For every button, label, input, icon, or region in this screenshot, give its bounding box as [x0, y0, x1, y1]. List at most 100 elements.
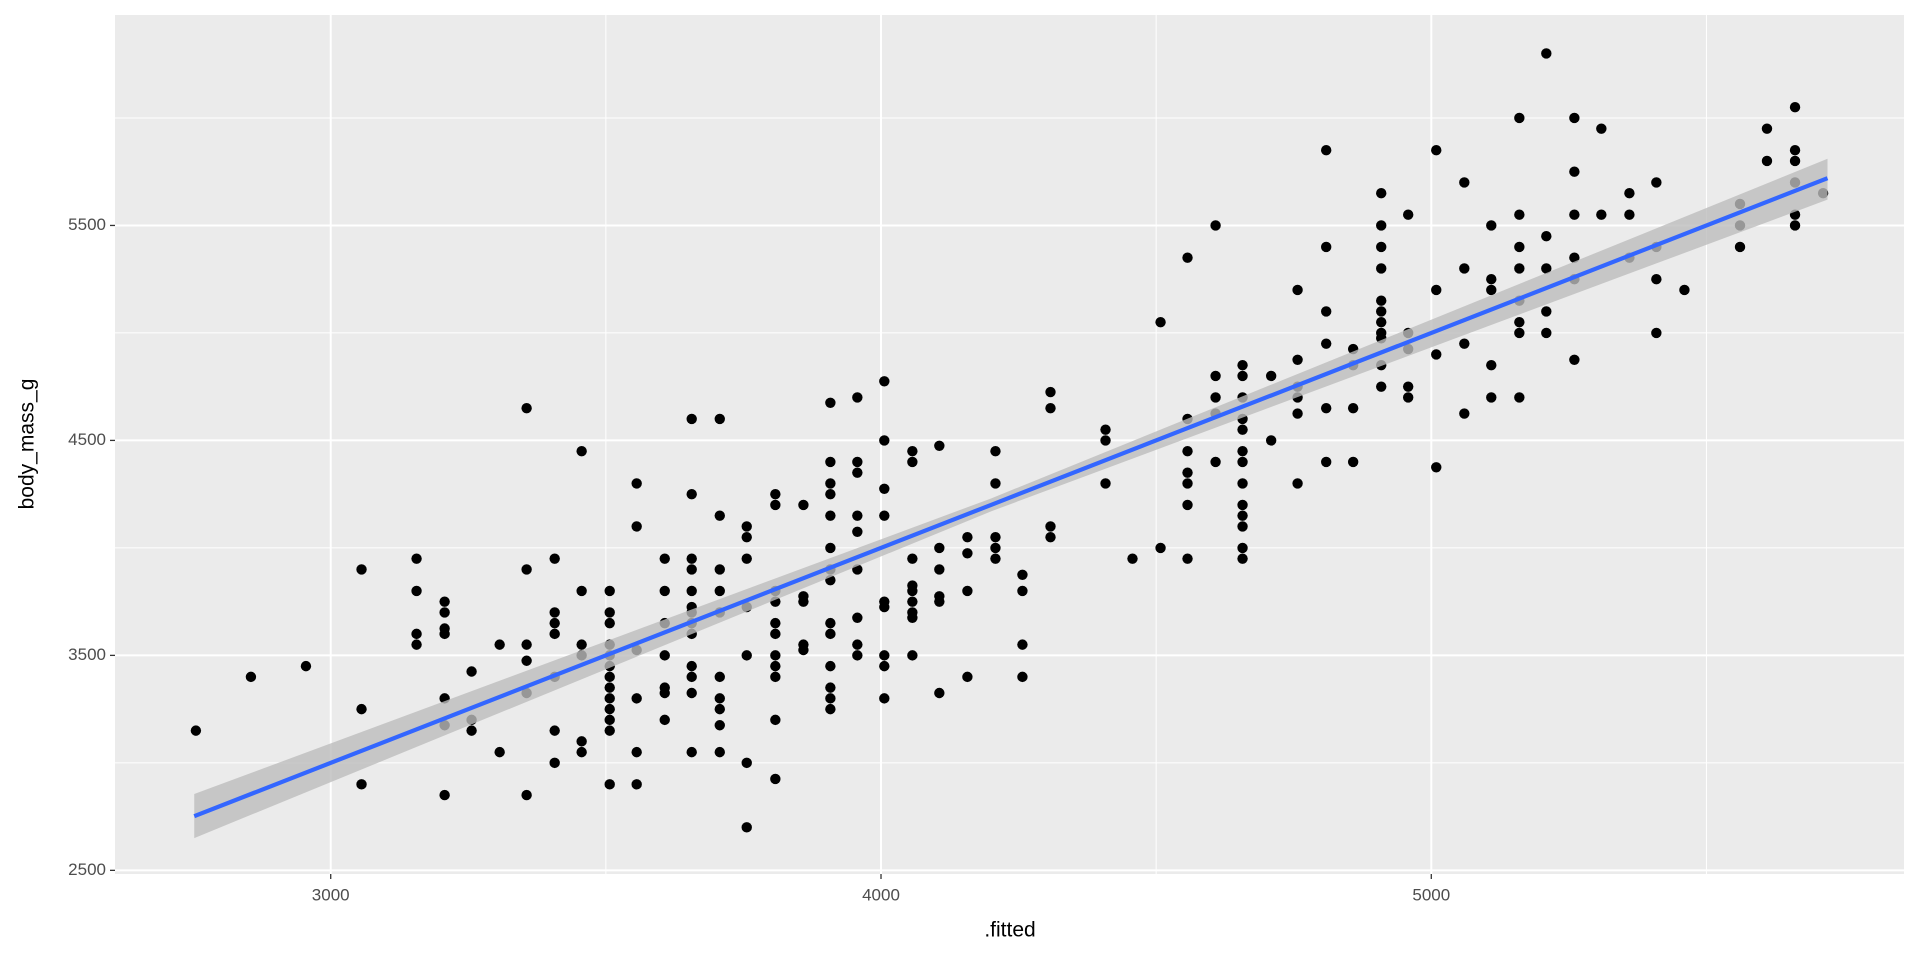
point [1569, 112, 1580, 124]
point [576, 445, 587, 457]
point [1045, 531, 1056, 543]
point [604, 682, 615, 693]
point [686, 746, 697, 758]
point [1789, 220, 1801, 231]
point [604, 725, 615, 736]
point [1514, 316, 1525, 328]
point [1127, 553, 1138, 564]
point [825, 478, 836, 489]
point [686, 687, 697, 699]
point [300, 660, 312, 672]
point [1265, 370, 1277, 382]
point [659, 650, 670, 661]
point [1017, 585, 1028, 597]
point [1045, 386, 1056, 398]
point [686, 564, 697, 575]
point [1541, 306, 1552, 317]
point [631, 746, 642, 758]
point [1320, 241, 1332, 253]
point [604, 585, 615, 597]
point [1017, 671, 1028, 683]
y-tick-label: 3500 [68, 645, 106, 664]
point [1789, 102, 1801, 113]
point [825, 542, 836, 554]
point [1651, 327, 1662, 339]
point [825, 456, 836, 468]
point [1376, 295, 1387, 306]
point [521, 402, 532, 414]
point [686, 671, 697, 683]
point [1569, 252, 1580, 263]
point [576, 746, 587, 758]
point [962, 671, 973, 683]
point [770, 617, 781, 629]
point [1182, 478, 1193, 489]
point [1459, 408, 1470, 419]
point [879, 435, 890, 446]
point [714, 720, 725, 731]
point [1376, 306, 1387, 317]
point [714, 693, 725, 704]
point [1402, 381, 1414, 392]
point [659, 714, 670, 726]
point [1320, 145, 1332, 156]
point [962, 585, 973, 597]
x-tick-label: 5000 [1412, 885, 1450, 904]
point [411, 585, 422, 597]
point [714, 585, 725, 597]
point [411, 628, 422, 640]
point [1679, 284, 1690, 296]
point [411, 553, 422, 564]
point [521, 789, 532, 801]
point [1761, 123, 1773, 134]
point [990, 542, 1001, 554]
point [494, 746, 505, 758]
point [1569, 354, 1580, 366]
point [631, 693, 642, 704]
point [604, 617, 615, 629]
point [714, 703, 725, 715]
point [1431, 284, 1442, 296]
point [907, 456, 918, 468]
point [1596, 123, 1607, 134]
point [1514, 209, 1525, 220]
point [686, 585, 697, 597]
point [439, 628, 450, 640]
point [907, 596, 918, 607]
fit-line [193, 176, 1829, 819]
point [604, 779, 615, 790]
point [879, 693, 890, 704]
point [879, 650, 890, 661]
point [521, 655, 532, 666]
point [1237, 456, 1248, 468]
point [770, 488, 781, 500]
point [825, 682, 836, 693]
point [1320, 456, 1332, 468]
point [1237, 521, 1248, 532]
point [521, 639, 532, 650]
point [1237, 499, 1248, 511]
point [549, 553, 560, 564]
point [1541, 327, 1552, 339]
point [1265, 435, 1277, 446]
point [907, 553, 918, 564]
point [741, 531, 752, 543]
point [1237, 445, 1248, 457]
point [190, 725, 202, 736]
point [1486, 284, 1497, 296]
point [1569, 209, 1580, 220]
point [1541, 230, 1552, 242]
point [1651, 177, 1662, 188]
point [1320, 338, 1332, 349]
point [1045, 521, 1056, 532]
point [1155, 316, 1166, 328]
point [907, 445, 918, 457]
point [741, 822, 752, 833]
point [1100, 435, 1111, 446]
point [1402, 209, 1414, 220]
point [1376, 220, 1387, 231]
point [1017, 639, 1028, 650]
point [1376, 381, 1387, 392]
point [439, 607, 450, 618]
